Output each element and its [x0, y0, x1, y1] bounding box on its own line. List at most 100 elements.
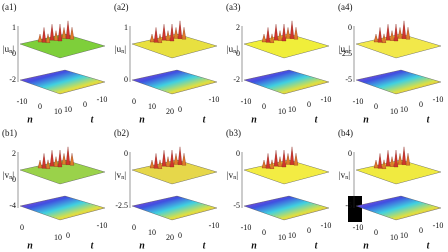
- y-tick-label: 10: [400, 105, 408, 114]
- z-label-part: |u: [339, 44, 346, 54]
- y-tick-label: 10: [64, 105, 72, 114]
- y-tick-label: 0: [419, 226, 423, 235]
- panel-label: (b4): [338, 128, 353, 138]
- x-tick-label: -10: [241, 223, 252, 232]
- surface-peak: [65, 146, 71, 165]
- surface-peak: [405, 153, 411, 166]
- z-label-part: n: [9, 175, 12, 181]
- surface-peak: [265, 153, 271, 169]
- x-tick-label: 10: [148, 228, 156, 237]
- surface-peak: [173, 27, 179, 39]
- surface-peak: [149, 33, 155, 43]
- z-axis-label: |un|: [3, 44, 14, 55]
- surface-peak: [293, 27, 299, 40]
- z-label-part: |v: [3, 170, 10, 180]
- x-tick-label: 0: [20, 223, 24, 232]
- z-tick-label: -5: [345, 75, 352, 84]
- surface-peak: [285, 153, 291, 165]
- surface-peak: [401, 146, 407, 165]
- x-tick-label: -10: [241, 97, 252, 106]
- surface-peak: [393, 23, 399, 42]
- surface-peak: [385, 150, 391, 167]
- surface-peak: [157, 33, 163, 43]
- x-tick-label: 0: [132, 223, 136, 232]
- surface-peak: [45, 33, 51, 43]
- x-axis-label: n: [251, 240, 257, 251]
- z-tick-label: -5: [345, 201, 352, 210]
- z-label-part: |: [348, 44, 350, 54]
- x-tick-label: 20: [166, 107, 174, 116]
- surface-peak: [65, 20, 71, 39]
- surface-peak: [281, 23, 287, 42]
- z-tick-label: 1: [12, 23, 16, 32]
- surface-peak: [177, 20, 183, 39]
- z-tick-label: -2: [233, 75, 240, 84]
- surface-peak: [397, 153, 403, 165]
- surface-peak: [161, 150, 167, 167]
- surface-peak: [49, 150, 55, 167]
- z-label-part: n: [9, 49, 12, 55]
- density-plane: [355, 195, 442, 221]
- surface-peak: [61, 153, 67, 165]
- surface-peak: [153, 153, 159, 169]
- y-tick-label: -10: [433, 221, 444, 230]
- surface-peak: [269, 159, 275, 169]
- y-axis-label: t: [427, 240, 431, 251]
- panel-label: (b3): [226, 128, 241, 138]
- y-tick-label: -10: [209, 221, 220, 230]
- surface-peak: [57, 23, 63, 42]
- y-tick-label: -10: [97, 95, 108, 104]
- y-tick-label: -10: [209, 95, 220, 104]
- z-label-part: |v: [227, 170, 234, 180]
- surface-peak: [377, 27, 383, 43]
- z-tick-label: 0: [236, 49, 240, 58]
- z-tick-label: -2: [9, 75, 16, 84]
- y-axis-label: t: [315, 240, 319, 251]
- x-tick-label: 10: [54, 233, 62, 242]
- y-tick-label: 0: [66, 231, 70, 240]
- z-label-part: n: [233, 49, 236, 55]
- z-label-part: |v: [115, 170, 122, 180]
- y-tick-label: 0: [419, 100, 423, 109]
- density-plane: [19, 69, 106, 95]
- surface-peak: [165, 156, 171, 167]
- surface-peak: [285, 27, 291, 39]
- z-label-part: |: [236, 44, 238, 54]
- z-label-part: n: [121, 49, 124, 55]
- z-label-part: |u: [115, 44, 122, 54]
- z-axis-label: |vn|: [115, 170, 126, 181]
- surface-peak: [401, 20, 407, 39]
- x-tick-label: 20: [166, 233, 174, 242]
- y-axis-label: t: [203, 240, 207, 251]
- surface-peak: [69, 27, 75, 40]
- x-axis-label: n: [139, 114, 145, 125]
- z-tick-label: 0: [124, 75, 128, 84]
- surface-peak: [381, 33, 387, 43]
- z-tick-label: -4: [9, 201, 16, 210]
- surface-peak: [373, 33, 379, 43]
- y-axis-label: t: [315, 114, 319, 125]
- x-tick-label: 0: [38, 102, 42, 111]
- z-tick-label: 2: [236, 23, 240, 32]
- x-axis-label: n: [27, 114, 33, 125]
- x-tick-label: 10: [278, 233, 286, 242]
- x-tick-label: 10: [148, 102, 156, 111]
- surface-peak: [181, 153, 187, 166]
- y-tick-label: 0: [178, 231, 182, 240]
- surface-peak: [377, 153, 383, 169]
- redaction-box: [348, 196, 362, 222]
- x-tick-label: -10: [353, 97, 364, 106]
- surface-peak: [177, 146, 183, 165]
- y-tick-label: 0: [307, 226, 311, 235]
- x-tick-label: 10: [390, 107, 398, 116]
- y-axis-label: t: [91, 114, 95, 125]
- y-tick-label: 0: [178, 105, 182, 114]
- x-tick-label: 0: [374, 102, 378, 111]
- z-label-part: |: [12, 44, 14, 54]
- z-label-part: n: [233, 175, 236, 181]
- z-tick-label: 0: [236, 149, 240, 158]
- z-label-part: n: [121, 175, 124, 181]
- surface-peak: [45, 159, 51, 169]
- z-tick-label: -2.5: [115, 201, 128, 210]
